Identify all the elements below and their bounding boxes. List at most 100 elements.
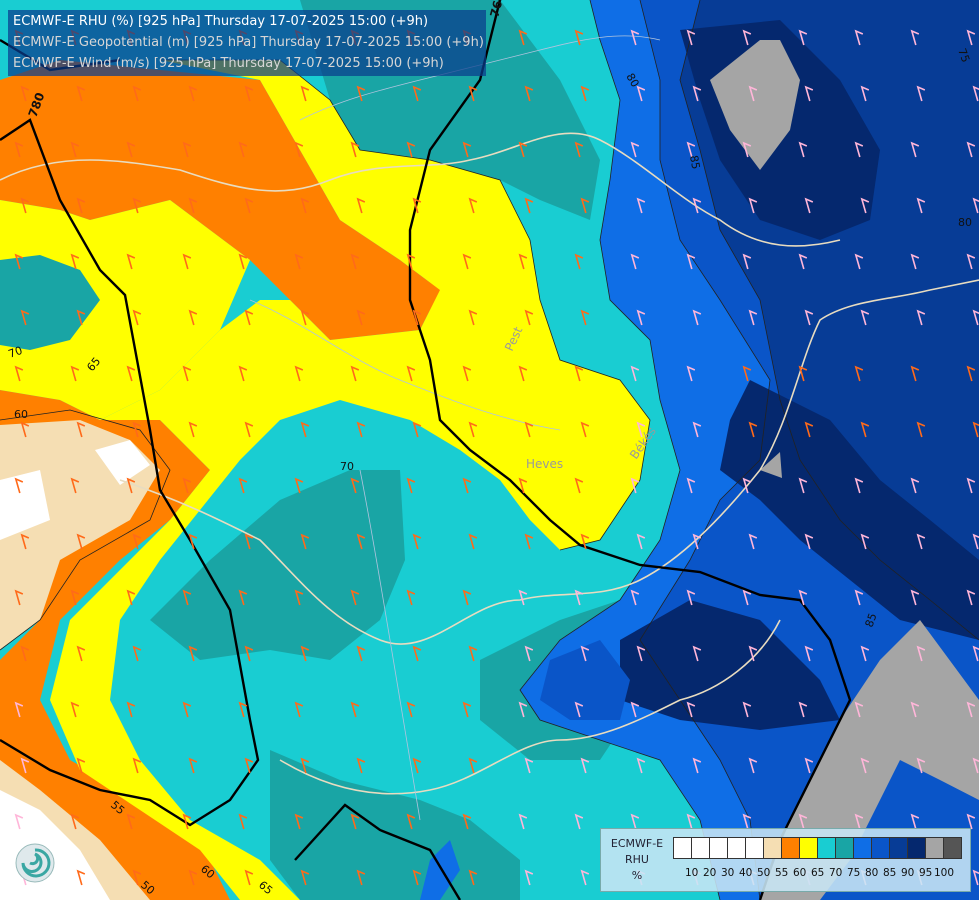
wind-barb-icon xyxy=(182,253,192,270)
wind-barb-icon xyxy=(574,701,584,718)
wind-barb-icon xyxy=(350,253,360,270)
wind-barb-icon xyxy=(300,869,310,886)
wind-barb-icon xyxy=(350,365,360,382)
wind-barb-icon xyxy=(70,701,80,718)
wind-barb-icon xyxy=(916,309,926,326)
legend-swatch xyxy=(871,837,890,859)
wind-barb-icon xyxy=(182,701,192,718)
wind-barb-icon xyxy=(748,421,758,438)
wind-barb-icon xyxy=(244,533,254,550)
wind-barb-icon xyxy=(468,309,478,326)
wind-barb-icon xyxy=(804,533,814,550)
wind-barb-icon xyxy=(854,365,864,382)
wind-barb-icon xyxy=(182,365,192,382)
wind-barb-icon xyxy=(580,757,590,774)
legend-tick-label: 50 xyxy=(757,867,771,879)
wind-barb-icon xyxy=(14,477,24,494)
wind-barb-icon xyxy=(14,813,24,830)
legend-swatch xyxy=(691,837,710,859)
wind-barb-icon xyxy=(574,589,584,606)
wind-barb-icon xyxy=(244,757,254,774)
wind-barb-icon xyxy=(356,645,366,662)
wind-barb-icon xyxy=(294,141,304,158)
wind-barb-icon xyxy=(742,253,752,270)
wind-barb-icon xyxy=(126,589,136,606)
wind-barb-icon xyxy=(686,29,696,46)
wind-barb-icon xyxy=(972,85,979,102)
wind-barb-icon xyxy=(910,141,920,158)
wind-barb-icon xyxy=(188,85,198,102)
wind-barb-icon xyxy=(692,757,702,774)
wind-barb-icon xyxy=(854,141,864,158)
wind-barb-icon xyxy=(14,253,24,270)
wind-barb-icon xyxy=(748,85,758,102)
wind-barb-icon xyxy=(972,869,979,886)
wind-barb-icon xyxy=(468,421,478,438)
legend-tick-label: 60 xyxy=(793,867,807,879)
wind-barb-icon xyxy=(692,309,702,326)
wind-barb-icon xyxy=(468,869,478,886)
wind-barb-icon xyxy=(524,309,534,326)
wind-barb-icon xyxy=(692,533,702,550)
rhu-contour-label: 80 xyxy=(958,216,972,229)
wind-barb-icon xyxy=(132,869,142,886)
wind-barb-icon xyxy=(798,141,808,158)
wind-barb-icon xyxy=(910,29,920,46)
legend-tick-label: 55 xyxy=(775,867,789,879)
rhu-contour-label: 85 xyxy=(687,154,702,170)
wind-barb-icon xyxy=(524,869,534,886)
wind-barb-icon xyxy=(798,29,808,46)
wind-barb-icon xyxy=(356,533,366,550)
wind-barb-icon xyxy=(804,421,814,438)
wind-barb-icon xyxy=(188,197,198,214)
legend-ticks: 10 20 30 40 50 55 60 65 70 75 80 85 90 95 100 xyxy=(673,867,973,881)
wind-barb-icon xyxy=(468,757,478,774)
wind-barb-icon xyxy=(188,757,198,774)
wind-barb-icon xyxy=(966,477,976,494)
wind-barb-icon xyxy=(804,85,814,102)
wind-barb-icon xyxy=(860,309,870,326)
wind-barb-icon xyxy=(300,533,310,550)
legend-swatch xyxy=(799,837,818,859)
wind-barb-icon xyxy=(294,477,304,494)
wind-barb-icon xyxy=(574,813,584,830)
wind-barb-icon xyxy=(860,533,870,550)
wind-barb-icon xyxy=(742,813,752,830)
wind-barb-icon xyxy=(462,813,472,830)
wind-barb-icon xyxy=(244,197,254,214)
wind-barb-icon xyxy=(574,365,584,382)
wind-barb-icon xyxy=(132,85,142,102)
legend-tick-label: 30 xyxy=(721,867,735,879)
wind-barb-icon xyxy=(748,309,758,326)
wind-barb-icon xyxy=(574,477,584,494)
wind-barb-icon xyxy=(132,533,142,550)
wind-barb-icon xyxy=(238,477,248,494)
wind-barb-icon xyxy=(406,477,416,494)
legend-swatch xyxy=(835,837,854,859)
wind-barb-icon xyxy=(70,141,80,158)
wind-barb-icon xyxy=(910,813,920,830)
wind-barb-icon xyxy=(854,477,864,494)
wind-barb-icon xyxy=(630,29,640,46)
wind-barb-icon xyxy=(300,197,310,214)
wind-barb-icon xyxy=(860,421,870,438)
wind-barb-icon xyxy=(742,589,752,606)
wind-barb-icon xyxy=(238,253,248,270)
wind-barb-icon xyxy=(300,309,310,326)
wind-barb-icon xyxy=(350,477,360,494)
wind-barb-icon xyxy=(70,365,80,382)
wind-barb-icon xyxy=(972,197,979,214)
wind-barb-icon xyxy=(462,589,472,606)
wind-barb-icon xyxy=(76,197,86,214)
wind-barb-icon xyxy=(910,589,920,606)
ecmwf-logo-icon xyxy=(14,842,56,884)
legend-swatch xyxy=(925,837,944,859)
wind-barb-icon xyxy=(636,197,646,214)
wind-barb-icon xyxy=(412,533,422,550)
wind-barb-icon xyxy=(636,85,646,102)
wind-barb-icon xyxy=(182,141,192,158)
wind-barb-icon xyxy=(518,589,528,606)
wind-barb-icon xyxy=(860,645,870,662)
wind-barb-icon xyxy=(972,645,979,662)
